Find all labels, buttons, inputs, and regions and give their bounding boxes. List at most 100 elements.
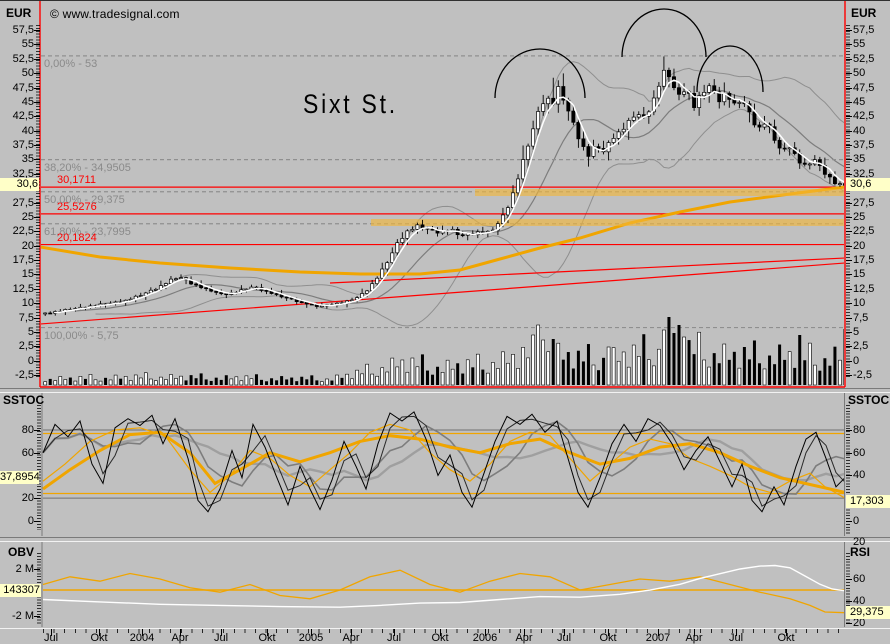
rsi-tick-right: 40 [853,595,866,607]
price-tick-left: 12,5 [12,282,34,295]
price-tick-right: 55 [853,38,866,51]
price-tick-left: 37,5 [12,139,34,151]
fib-level-label: 100,00% - 5,75 [44,329,119,342]
obv-tick-left: -2 M [12,610,34,622]
price-tick-left: 22,5 [12,225,34,238]
price-tick-right: 50 [853,67,866,80]
price-tick-left: 27,5 [12,196,34,209]
sstoc-tick-right: 80 [853,424,866,437]
sstoc-tick-left: 60 [21,446,34,459]
price-tick-right: 22,5 [853,225,875,238]
price-left-tickstrip [36,25,40,377]
copyright-watermark: © www.tradesignal.com [50,7,180,21]
red-level-label: 20,1824 [57,231,97,244]
fib-level-label: 50,00% - 29,375 [44,193,125,206]
rsi-tick-right: 20 [853,617,866,629]
time-axis-tickstrip [43,629,845,633]
rsi-tick-right: 60 [853,573,866,585]
sstoc-tick-right: 0 [853,514,860,527]
price-tick-left: 0 [27,354,34,367]
price-tick-left: 20 [21,239,34,252]
price-tick-right: 40 [853,124,866,137]
obv-last-value-badge: 143307 [0,584,41,597]
price-tick-right: 37,5 [853,139,875,151]
price-tick-right: 5 [853,325,860,338]
time-axis-label: Jul [43,632,59,644]
sstoc-right-tickstrip [846,405,850,535]
sstoc-tick-right: 40 [853,469,866,482]
price-tick-left: 32,5 [12,167,34,180]
price-tick-right: 12,5 [853,282,875,295]
price-tick-left: 40 [21,124,34,137]
time-axis-label: Jul [213,632,229,644]
instrument-title: Sixt St. [303,89,398,120]
red-level-label: 25,5276 [57,200,97,213]
sstoc-tick-left: 20 [21,492,34,505]
price-tick-right: 32,5 [853,167,875,180]
price-tick-left: 2,5 [18,340,34,353]
price-tick-left: 57,5 [12,24,34,36]
time-axis-label: Okt [258,632,276,644]
price-tick-right: 52,5 [853,52,875,65]
price-tick-right: 25 [853,210,866,223]
time-axis-label: Jul [728,632,744,644]
fib-level-label: 38,20% - 34,9505 [44,161,131,174]
price-tick-left: 15 [21,268,34,281]
price-tick-right: 42,5 [853,110,875,123]
fib-level-label: 61,80% - 23,7995 [44,225,131,238]
time-axis-label: Apr [342,632,360,644]
time-axis-label: Okt [431,632,449,644]
price-tick-right: 35 [853,153,866,166]
time-axis-label: 2005 [298,632,324,644]
time-axis-label: 2007 [645,632,671,644]
price-tick-right: 45 [853,95,866,108]
price-tick-right: 17,5 [853,254,875,266]
price-last-value-badge-left: 30,6 [0,178,39,191]
sstoc-right-edge-tick: 20 [853,536,866,548]
sstoc-tick-right: 60 [853,446,866,459]
price-axis-unit-left: EUR [6,6,32,20]
time-axis-label: Apr [515,632,533,644]
price-tick-right: 15 [853,268,866,281]
price-right-tickstrip [846,25,850,377]
sstoc-tick-left: 0 [27,514,34,527]
price-axis-unit-right: EUR [851,6,877,20]
obv-tick-left: 2 M [15,563,34,575]
price-tick-left: 42,5 [12,110,34,123]
rsi-last-value-badge: 29,375 [846,606,890,619]
price-tick-left: 47,5 [12,81,34,94]
red-level-label: 30,1711 [57,174,96,187]
price-tick-left: 50 [21,67,34,80]
time-axis-label: Okt [599,632,617,644]
time-axis-label: 2004 [129,632,155,644]
time-axis-label: Apr [685,632,703,644]
time-axis-label: 2006 [472,632,498,644]
time-axis-label: Jul [386,632,402,644]
sstoc-last-value-badge-left: 37,8954 [0,471,40,484]
sstoc-panel-title-right: SSTOC [848,393,890,407]
rsi-right-tickstrip [846,553,850,625]
sstoc-last-value-badge-right: 17,303 [846,495,890,508]
price-tick-left: 10 [21,297,34,310]
time-axis-label: Okt [90,632,108,644]
price-tick-left: 55 [21,38,34,51]
sstoc-tick-left: 80 [21,424,34,437]
price-tick-right: 57,5 [853,24,875,36]
sstoc-panel-title-left: SSTOC [3,393,45,407]
price-tick-left: 7,5 [18,311,34,324]
price-tick-right: 2,5 [853,340,869,353]
rsi-panel-title: RSI [850,545,871,559]
price-tick-left: 35 [21,153,34,166]
price-tick-right: 7,5 [853,311,869,324]
price-tick-left: 17,5 [12,254,34,266]
price-tick-right: 10 [853,297,866,310]
price-tick-left: 5 [27,325,34,338]
time-axis-label: Apr [171,632,189,644]
price-tick-right: 0 [853,354,860,367]
price-tick-left: 25 [21,210,34,223]
time-axis-label: Okt [777,632,795,644]
obv-panel-title: OBV [8,545,35,559]
price-tick-right: 47,5 [853,81,875,94]
